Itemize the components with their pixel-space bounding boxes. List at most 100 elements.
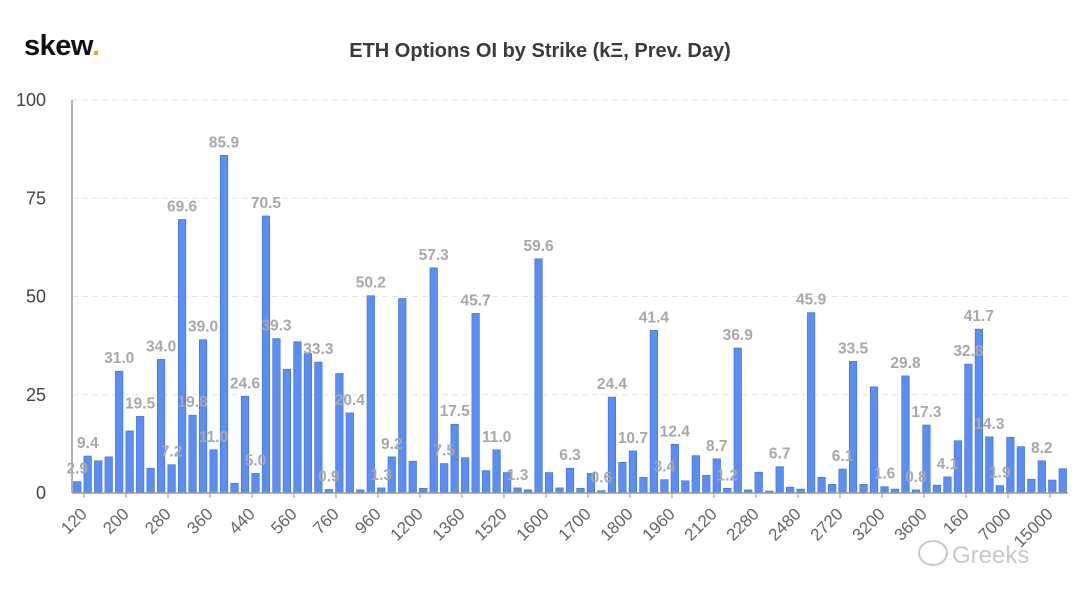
data-label: 33.5 — [838, 340, 869, 357]
data-label: 1.9 — [989, 465, 1011, 482]
data-label: 1.3 — [371, 467, 393, 484]
bar — [366, 295, 375, 494]
data-label: 0.6 — [591, 470, 613, 487]
x-tick-label: 2720 — [807, 504, 847, 544]
data-label: 0.9 — [318, 468, 340, 485]
bar — [555, 487, 564, 494]
bar — [565, 467, 575, 494]
data-label: 36.9 — [723, 327, 754, 344]
x-tick-label: 360 — [183, 504, 216, 537]
y-tick-label: 0 — [36, 483, 46, 503]
bar — [513, 487, 522, 494]
data-label: 9.4 — [77, 435, 99, 452]
data-label: 1.6 — [874, 466, 896, 483]
data-label: 24.4 — [597, 376, 628, 393]
x-tick-label: 120 — [57, 504, 90, 537]
data-label: 17.5 — [440, 403, 471, 420]
y-axis: 0 25 50 75 100 — [16, 90, 73, 503]
x-tick-label: 3600 — [891, 504, 931, 544]
x-tick-label: 160 — [939, 504, 972, 537]
data-label: 41.4 — [639, 309, 670, 326]
x-tick-label: 1800 — [597, 504, 637, 544]
data-label: 1.3 — [507, 467, 529, 484]
x-tick-label: 280 — [141, 504, 174, 537]
x-tick-label: 1200 — [387, 504, 427, 544]
bar — [73, 481, 82, 494]
bar — [240, 396, 250, 494]
bar — [618, 462, 627, 494]
data-label: 10.7 — [618, 430, 648, 447]
data-label: 50.2 — [356, 275, 386, 292]
bar — [345, 412, 354, 494]
data-labels: 2.9 9.4 31.0 19.5 34.0 7.2 69.6 19.8 39.0 11.0 85.… — [66, 134, 1052, 486]
x-tick-label: 560 — [267, 504, 300, 537]
bar — [198, 339, 208, 494]
bar — [115, 370, 124, 494]
bar — [1058, 468, 1067, 494]
y-tick-label: 25 — [26, 385, 46, 405]
data-label: 11.0 — [199, 429, 228, 446]
data-label: 39.0 — [188, 319, 218, 336]
data-label: 19.5 — [125, 395, 156, 412]
data-label: 70.5 — [251, 195, 282, 212]
bar — [859, 484, 868, 494]
data-label: 9.2 — [381, 436, 403, 453]
x-tick-label: 3200 — [849, 504, 889, 544]
y-tick-label: 100 — [16, 90, 46, 110]
data-label: 7.5 — [433, 443, 455, 460]
bar — [995, 485, 1004, 494]
bar — [167, 464, 176, 494]
bar — [534, 258, 543, 494]
bar — [492, 449, 501, 494]
bar — [807, 312, 816, 494]
bar — [1016, 446, 1025, 494]
data-label: 3.4 — [654, 459, 676, 476]
bar — [932, 484, 942, 494]
data-label: 17.3 — [911, 404, 942, 421]
bar — [471, 313, 480, 494]
skew-logo: skew. — [24, 30, 100, 62]
bar — [157, 359, 166, 494]
data-label: 7.2 — [161, 444, 183, 461]
data-label: 5.0 — [245, 452, 267, 469]
bar — [691, 455, 700, 494]
x-tick-label: 1960 — [639, 504, 679, 544]
data-label: 45.9 — [796, 292, 827, 309]
x-tick-label: 2480 — [765, 504, 805, 544]
bar — [639, 476, 648, 494]
data-label: 33.3 — [303, 341, 334, 358]
bar — [1027, 478, 1036, 494]
x-tick-label: 1600 — [513, 504, 553, 544]
bar — [251, 473, 260, 494]
data-label: 19.8 — [177, 394, 208, 411]
data-label: 0.8 — [905, 469, 927, 486]
data-label: 6.1 — [832, 448, 854, 465]
bar — [1037, 460, 1046, 494]
x-tick-label: 200 — [99, 504, 132, 537]
bar — [125, 430, 134, 494]
bar — [461, 457, 470, 494]
x-tick-label: 2280 — [723, 504, 763, 544]
bar — [188, 414, 197, 494]
data-label: 2.9 — [66, 461, 88, 478]
bar — [136, 416, 145, 494]
x-tick-label: 760 — [309, 504, 342, 537]
bar — [440, 463, 449, 494]
chat-icon — [918, 540, 948, 566]
bar — [943, 476, 952, 494]
bar — [544, 472, 554, 494]
data-label: 31.0 — [104, 350, 134, 367]
data-label: 41.7 — [964, 308, 994, 325]
bar — [702, 475, 711, 494]
x-axis: 120 200 280 360 440 560 760 960 1200 1360 1520 1600… — [57, 492, 1068, 551]
bar — [1048, 479, 1057, 494]
bar — [282, 368, 292, 494]
data-label: 12.4 — [660, 423, 691, 440]
data-label: 1.2 — [716, 467, 738, 484]
x-tick-label: 1700 — [555, 504, 595, 544]
bar — [94, 460, 103, 494]
data-label: 20.4 — [335, 392, 366, 409]
x-tick-label: 7000 — [975, 504, 1015, 544]
chart-title: ETH Options OI by Strike (kΞ, Prev. Day) — [349, 40, 731, 62]
